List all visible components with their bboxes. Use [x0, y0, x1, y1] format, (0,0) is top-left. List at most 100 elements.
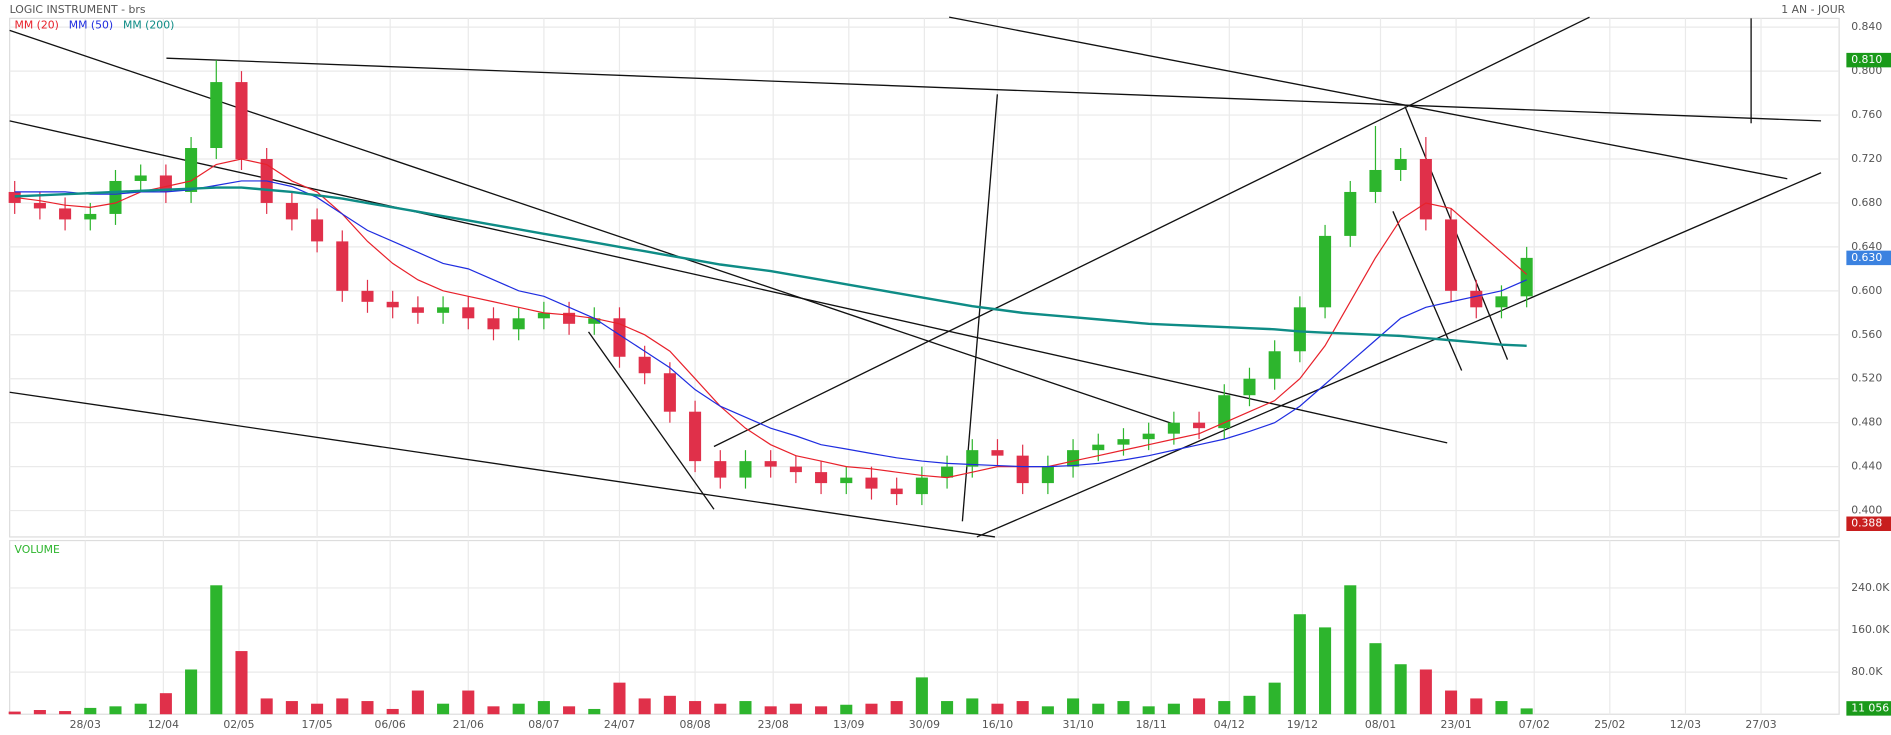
candle-body [185, 148, 198, 192]
trend-line [9, 29, 1177, 426]
y-tick-label: 0.600 [1851, 284, 1882, 297]
candle-body [537, 312, 550, 319]
x-tick-label: 31/10 [1062, 718, 1093, 731]
volume-bar [1218, 701, 1231, 715]
candle-body [487, 318, 500, 330]
candle-body [588, 318, 601, 324]
volume-bar [1319, 627, 1332, 715]
candle-body [437, 307, 450, 313]
x-tick-label: 19/12 [1287, 718, 1318, 731]
volume-bar [285, 701, 298, 715]
candle-body [1167, 422, 1180, 434]
candle-body [1344, 191, 1357, 236]
volume-bar [134, 703, 147, 715]
candle-body [714, 461, 727, 478]
candle-body [1369, 169, 1382, 192]
volume-bar [109, 706, 122, 715]
value-badge-label: 0.388 [1851, 517, 1882, 530]
trend-lines [9, 16, 1822, 538]
candle-body [789, 466, 802, 473]
volume-bar [1419, 669, 1432, 715]
volume-bar [941, 701, 954, 715]
value-badge-label: 11 056 [1851, 701, 1889, 714]
x-tick-label: 06/06 [375, 718, 406, 731]
volume-label: VOLUME [14, 543, 60, 556]
volume-bar [487, 706, 500, 715]
volume-bar [1445, 690, 1458, 715]
volume-bar [689, 701, 702, 715]
volume-bar [1520, 708, 1533, 715]
candle-body [386, 301, 399, 308]
candle-body [1218, 395, 1231, 429]
candle-body [1041, 466, 1054, 484]
legend-entry: MM (50) [69, 19, 113, 32]
volume-bar [563, 706, 576, 715]
moving-average-line [14, 158, 1528, 479]
volume-bar [1268, 682, 1281, 715]
candle-body [84, 213, 97, 220]
candle-body [512, 318, 525, 330]
candle-body [361, 290, 374, 302]
candle-body [1067, 450, 1080, 467]
candle-body [462, 307, 475, 319]
volume-bar [8, 711, 21, 715]
candle-body [210, 82, 223, 149]
candle-body [941, 466, 954, 478]
candle-body [739, 461, 752, 478]
y-tick-label: 240.0K [1851, 581, 1890, 594]
y-tick-label: 0.760 [1851, 108, 1882, 121]
legend-entry: MM (20) [14, 19, 58, 32]
grid [9, 18, 1840, 715]
volume-bar [1293, 614, 1306, 715]
y-tick-label: 0.680 [1851, 196, 1882, 209]
y-tick-label: 0.520 [1851, 372, 1882, 385]
volume-bar [1092, 703, 1105, 715]
volume-bar [1495, 701, 1508, 715]
candle-body [311, 219, 324, 242]
volume-bar [890, 701, 903, 715]
candle-body [1092, 444, 1105, 451]
value-badge [1846, 516, 1891, 531]
x-tick-label: 30/09 [909, 718, 940, 731]
volume-bar [1193, 698, 1206, 715]
volume-bar [1142, 706, 1155, 715]
candle-body [411, 307, 424, 313]
volume-bar [991, 703, 1004, 715]
x-tick-label: 24/07 [604, 718, 635, 731]
x-tick-label: 27/03 [1745, 718, 1776, 731]
volume-bar [1369, 643, 1382, 715]
volume-bar [1117, 701, 1130, 715]
y-tick-label: 0.720 [1851, 152, 1882, 165]
candle-body [1268, 351, 1281, 379]
candle-body [134, 175, 147, 181]
volume-bar [588, 708, 601, 715]
volume-bar [537, 701, 550, 715]
y-tick-label: 0.480 [1851, 416, 1882, 429]
x-tick-label: 07/02 [1519, 718, 1550, 731]
x-tick-label: 18/11 [1136, 718, 1167, 731]
trend-line [9, 120, 1448, 444]
volume-bar [1041, 706, 1054, 715]
candle-body [1319, 235, 1332, 308]
x-tick-label: 23/01 [1440, 718, 1471, 731]
candle-body [563, 312, 576, 324]
x-tick-label: 23/08 [758, 718, 789, 731]
y-tick-label: 0.560 [1851, 328, 1882, 341]
candle-body [33, 202, 46, 209]
candle-body [159, 175, 172, 192]
y-tick-label: 0.400 [1851, 504, 1882, 517]
y-tick-label: 0.640 [1851, 240, 1882, 253]
marks [8, 60, 1533, 715]
y-tick-label: 0.840 [1851, 20, 1882, 33]
x-tick-label: 12/03 [1670, 718, 1701, 731]
x-tick-label: 04/12 [1214, 718, 1245, 731]
x-tick-label: 13/09 [833, 718, 864, 731]
volume-bar [84, 707, 97, 715]
volume-bar [764, 706, 777, 715]
volume-bar [714, 703, 727, 715]
value-badge-label: 0.630 [1851, 251, 1882, 264]
y-tick-label: 0.800 [1851, 64, 1882, 77]
chart-title: LOGIC INSTRUMENT - brs [10, 3, 146, 16]
